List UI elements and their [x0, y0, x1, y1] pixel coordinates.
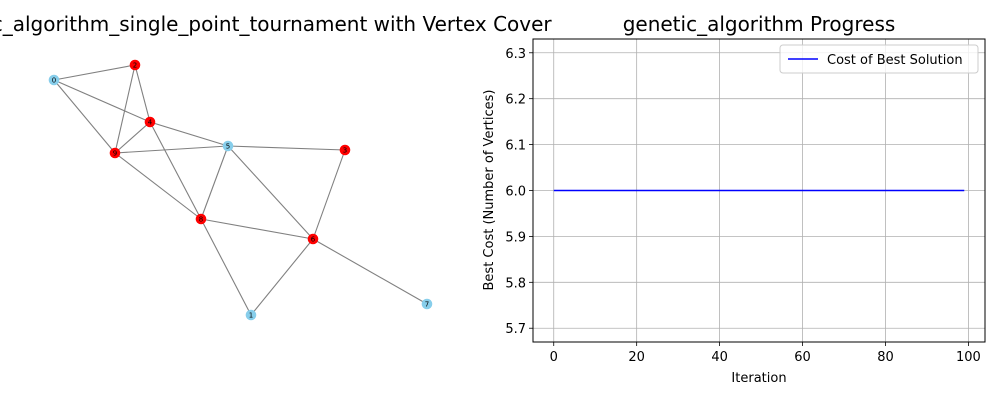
graph-edge-9-8 [114, 152, 202, 220]
graph-edge-2-9 [114, 64, 136, 154]
graph-edge-0-4 [53, 79, 151, 123]
x-tick-label: 60 [794, 350, 811, 365]
graph-node-label-3: 3 [343, 146, 347, 154]
graph-node-1 [245, 309, 257, 321]
graph-edge-0-2 [53, 64, 136, 81]
graph-node-label-0: 0 [52, 76, 56, 84]
graph-node-label-5: 5 [226, 142, 230, 150]
legend-box [779, 44, 979, 74]
graph-node-2 [129, 59, 141, 71]
graph-node-label-2: 2 [133, 61, 137, 69]
graph-node-label-8: 8 [199, 215, 203, 223]
graph-edge-5-3 [227, 145, 346, 151]
y-tick-label: 5.7 [505, 322, 526, 337]
graph-edge-0-9 [53, 79, 116, 154]
legend: Cost of Best Solution [779, 44, 979, 74]
legend-label: Cost of Best Solution [827, 53, 963, 68]
y-tick-label: 6.1 [505, 139, 526, 154]
x-tick-label: 20 [628, 350, 645, 365]
y-tick-label: 6.0 [505, 185, 526, 200]
graph-node-9 [109, 147, 121, 159]
y-tick-label: 6.2 [505, 93, 526, 108]
graph-edge-4-8 [149, 121, 202, 220]
graph-edge-8-1 [200, 218, 252, 316]
graph-edge-2-4 [134, 64, 151, 123]
y-tick-label: 5.9 [505, 230, 526, 245]
graph-title: genetic_algorithm_single_point_tournamen… [0, 12, 552, 36]
x-axis-label: Iteration [731, 371, 786, 386]
graph-node-label-4: 4 [148, 118, 153, 126]
y-tick-label: 6.3 [505, 47, 526, 62]
chart-title: genetic_algorithm Progress [623, 12, 896, 36]
graph-node-6 [307, 233, 319, 245]
graph-edges [53, 64, 428, 316]
graph-edge-8-6 [200, 218, 314, 240]
graph-node-0 [48, 74, 60, 86]
graph-node-label-7: 7 [425, 300, 429, 308]
graph-node-4 [144, 116, 156, 128]
progress-chart: genetic_algorithm Progress 0 20 40 60 80 100 … [482, 12, 986, 386]
y-axis-label: Best Cost (Number of Vertices) [482, 90, 497, 291]
graph-edge-4-5 [149, 121, 229, 147]
graph-edge-5-6 [227, 145, 314, 240]
graph-nodes: 0 1 2 3 4 5 6 7 8 9 [48, 59, 433, 321]
y-ticks: 5.7 5.8 5.9 6.0 6.1 6.2 6.3 [505, 47, 533, 337]
graph-edge-4-9 [114, 121, 151, 154]
graph-node-7 [421, 298, 433, 310]
graph-node-3 [339, 144, 351, 156]
x-ticks: 0 20 40 60 80 100 [550, 342, 981, 365]
graph-node-label-1: 1 [249, 311, 253, 319]
graph-edge-6-7 [312, 238, 428, 305]
x-tick-label: 0 [550, 350, 558, 365]
graph-edge-5-8 [200, 145, 229, 220]
x-tick-label: 100 [956, 350, 981, 365]
vertex-cover-graph: genetic_algorithm_single_point_tournamen… [0, 12, 552, 321]
graph-edge-3-6 [312, 149, 346, 240]
graph-edge-6-1 [250, 238, 314, 316]
graph-node-8 [195, 213, 207, 225]
x-tick-label: 80 [877, 350, 894, 365]
graph-edge-9-5 [114, 145, 229, 154]
x-tick-label: 40 [711, 350, 728, 365]
graph-node-label-6: 6 [311, 235, 316, 243]
y-tick-label: 5.8 [505, 276, 526, 291]
graph-node-label-9: 9 [113, 149, 117, 157]
graph-node-5 [222, 140, 234, 152]
